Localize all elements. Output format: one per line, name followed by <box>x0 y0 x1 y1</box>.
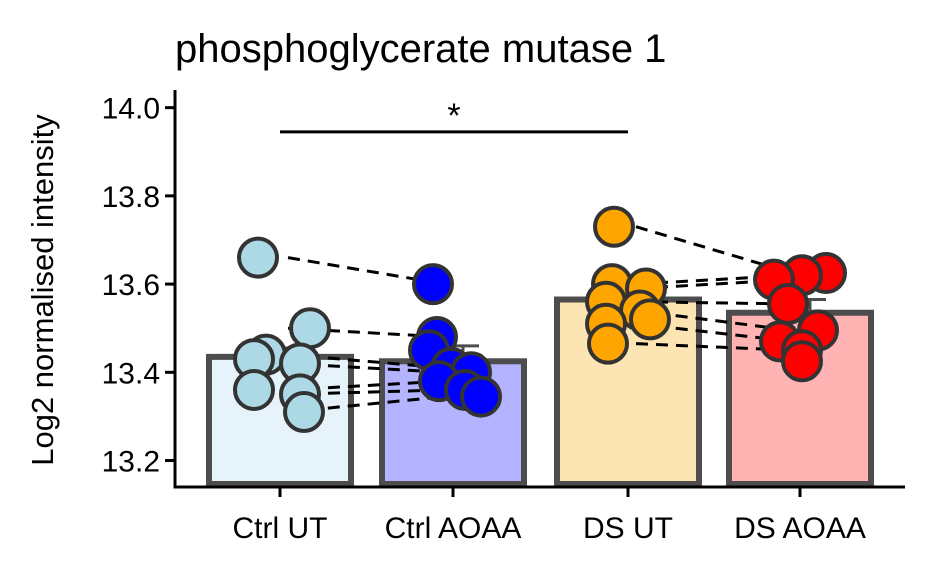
y-tick-label-3: 13.8 <box>102 181 160 214</box>
significance-label-0: * <box>447 97 460 135</box>
data-point-1-7 <box>460 375 502 418</box>
y-axis-label: Log2 normalised intensity <box>25 114 60 466</box>
data-point-0-5 <box>233 368 275 411</box>
data-point-2-5 <box>629 298 671 341</box>
x-tick-label-2: DS UT <box>583 512 673 545</box>
y-tick-label-1: 13.4 <box>102 357 160 390</box>
data-point-1-0 <box>412 263 454 306</box>
bar-0 <box>206 353 354 487</box>
bar-2 <box>554 296 702 487</box>
data-point-3-7 <box>781 340 823 383</box>
data-point-0-0 <box>237 236 279 279</box>
plot-area: 13.2 13.4 13.6 13.8 14.0 Ctrl UT Ctrl AOAA DS U… <box>102 90 905 545</box>
y-tick-label-2: 13.6 <box>102 269 160 302</box>
x-tick-label-0: Ctrl UT <box>233 512 328 545</box>
data-point-0-1 <box>289 307 331 350</box>
data-point-2-0 <box>593 205 635 248</box>
control-pair-line-0 <box>287 256 446 286</box>
x-tick-label-1: Ctrl AOAA <box>385 512 522 545</box>
chart-title: phosphoglycerate mutase 1 <box>175 27 666 71</box>
data-point-0-7 <box>283 391 325 434</box>
data-point-2-7 <box>587 322 629 365</box>
ds-pair-line-0 <box>635 225 793 275</box>
x-tick-label-3: DS AOAA <box>734 512 866 545</box>
y-tick-label-4: 14.0 <box>102 93 160 126</box>
data-point-3-3 <box>767 282 809 325</box>
y-tick-label-0: 13.2 <box>102 446 160 479</box>
